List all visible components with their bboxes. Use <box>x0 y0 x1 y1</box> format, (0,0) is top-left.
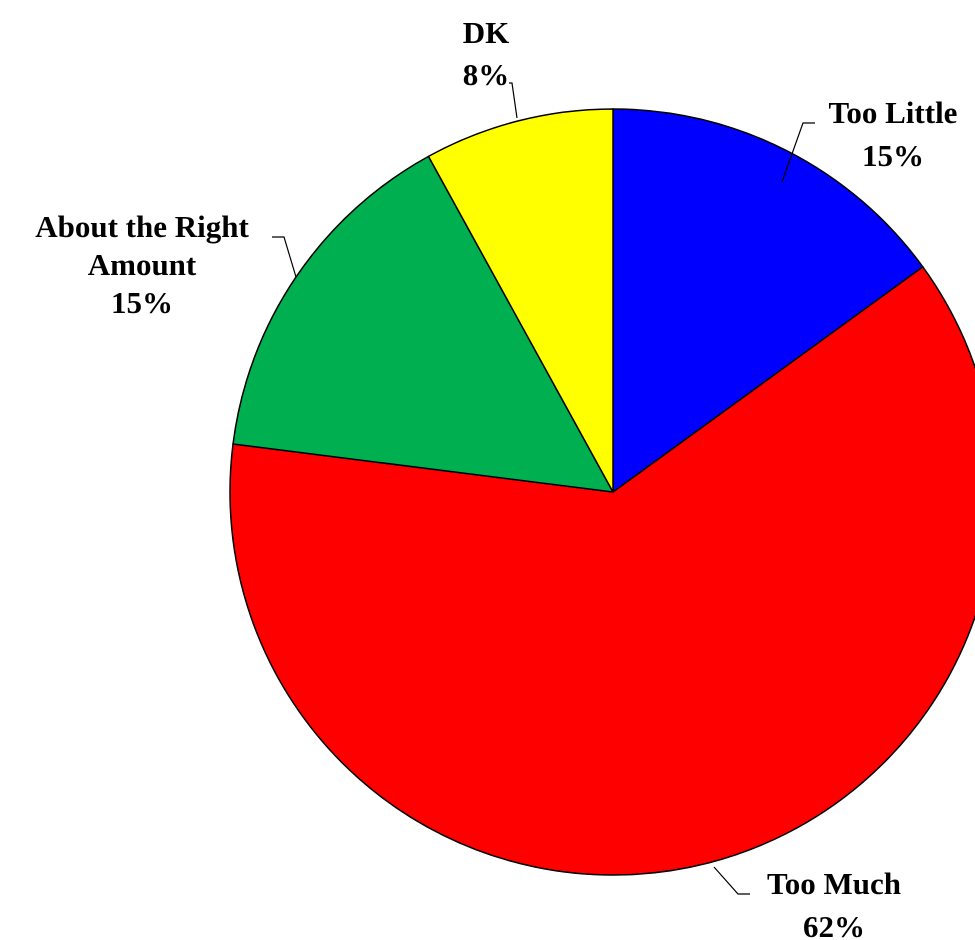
data-labels: Too Little 15% Too Much 62% About the Right A… <box>35 15 957 940</box>
data-label-dk: DK 8% <box>463 15 510 92</box>
data-label-line: Too Little <box>829 95 958 130</box>
data-label-line: 62% <box>803 909 865 940</box>
leader-line-dk <box>509 82 518 119</box>
pie-slices <box>229 108 975 876</box>
data-label-line: Amount <box>88 247 197 282</box>
leader-line-too-much <box>713 866 750 895</box>
leader-line-about-the-right-amount <box>272 236 297 278</box>
leader-line-too-little <box>781 122 815 183</box>
data-label-about-the-right-amount: About the Right Amount 15% <box>35 209 249 320</box>
pie-slice-too-much <box>229 265 975 876</box>
data-label-line: 15% <box>862 138 924 173</box>
data-label-line: DK <box>463 15 510 50</box>
data-label-line: 15% <box>111 285 173 320</box>
leader-lines <box>272 82 815 895</box>
data-label-line: 8% <box>463 57 510 92</box>
data-label-too-little: Too Little 15% <box>829 95 958 173</box>
data-label-line: About the Right <box>35 209 249 244</box>
data-label-too-much: Too Much 62% <box>767 866 901 940</box>
data-label-line: Too Much <box>767 866 901 901</box>
pie-slice-too-little <box>612 108 924 494</box>
pie-slice-dk <box>427 108 614 493</box>
